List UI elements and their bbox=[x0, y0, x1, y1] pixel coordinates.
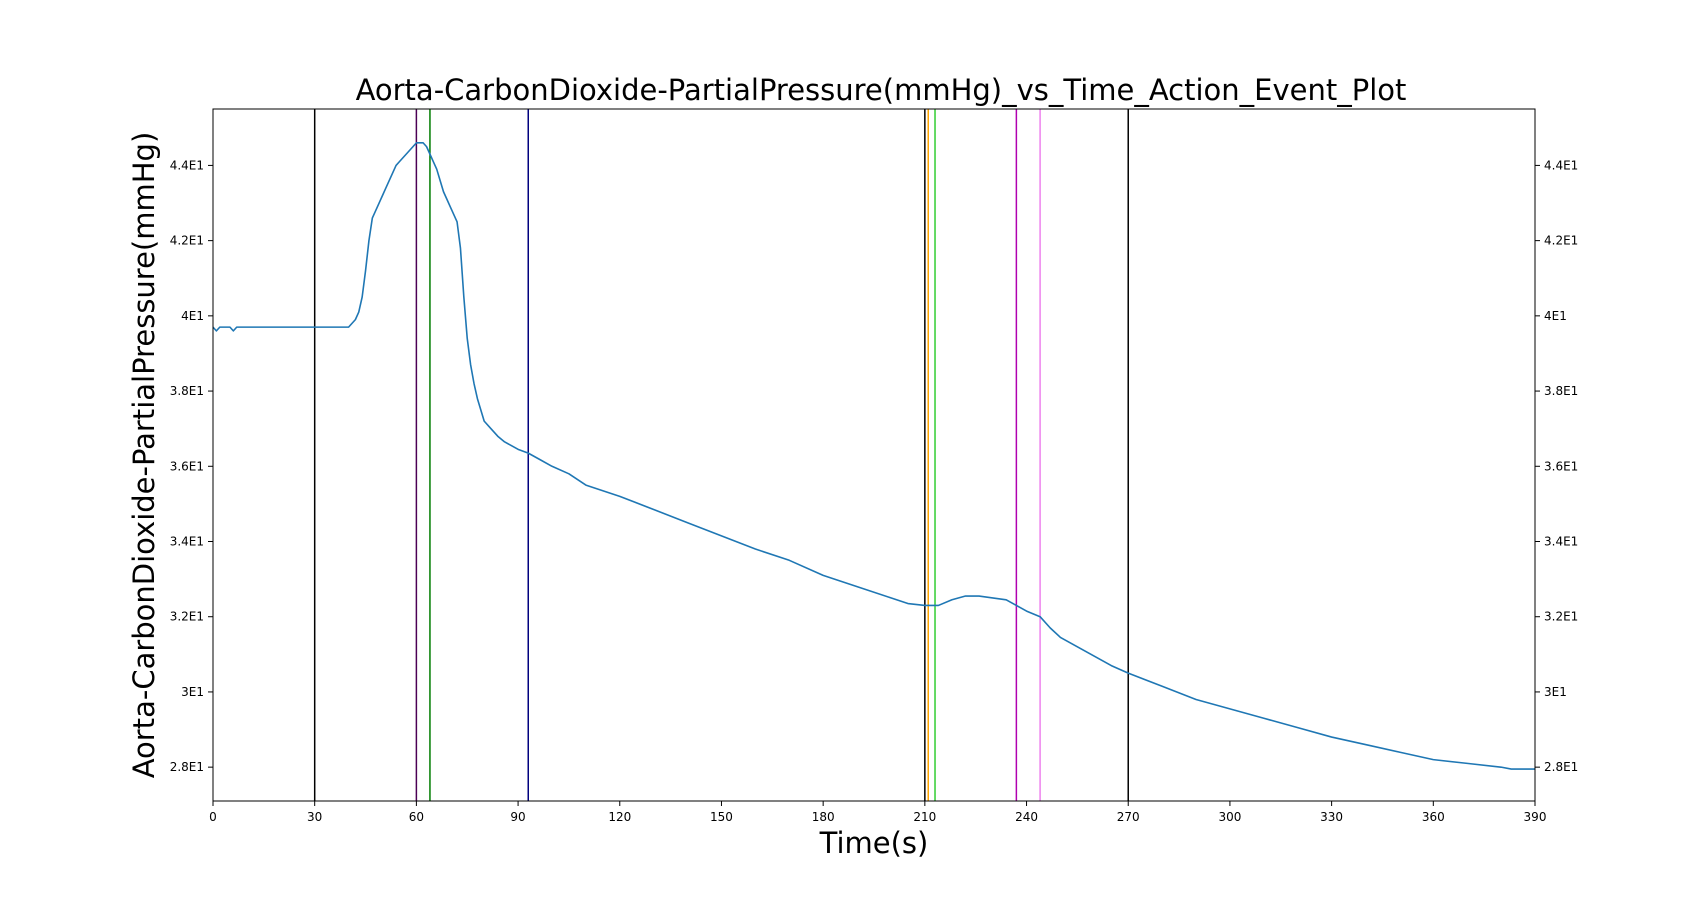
y-tick-label-left: 3.4E1 bbox=[170, 535, 204, 549]
x-tick-label: 360 bbox=[1422, 810, 1445, 824]
y-tick-label-left: 4.2E1 bbox=[170, 234, 204, 248]
x-tick-label: 60 bbox=[409, 810, 424, 824]
x-tick-label: 0 bbox=[209, 810, 217, 824]
x-axis-label: Time(s) bbox=[819, 826, 929, 860]
x-tick-label: 180 bbox=[812, 810, 835, 824]
x-tick-label: 210 bbox=[913, 810, 936, 824]
y-tick-label-right: 3.4E1 bbox=[1544, 535, 1578, 549]
event-lines bbox=[313, 109, 1129, 801]
plot-frame bbox=[212, 108, 1536, 802]
y-tick-label-right: 3.8E1 bbox=[1544, 384, 1578, 398]
chart-title: Aorta-CarbonDioxide-PartialPressure(mmHg… bbox=[356, 73, 1407, 107]
y-tick-label-left: 3E1 bbox=[181, 685, 204, 699]
x-tick-label: 240 bbox=[1015, 810, 1038, 824]
y-tick-label-right: 2.8E1 bbox=[1544, 760, 1578, 774]
y-tick-label-left: 3.6E1 bbox=[170, 459, 204, 473]
x-axis-ticks: 0 30 60 90 120 150 180 210 240 270 300 330 360 390 bbox=[209, 801, 1546, 824]
x-tick-label: 300 bbox=[1218, 810, 1241, 824]
series-line-0 bbox=[212, 142, 1535, 770]
y-axis-label: Aorta-CarbonDioxide-PartialPressure(mmHg… bbox=[127, 132, 161, 779]
x-tick-label: 270 bbox=[1117, 810, 1140, 824]
y-tick-label-left: 3.8E1 bbox=[170, 384, 204, 398]
x-tick-label: 330 bbox=[1320, 810, 1343, 824]
y-tick-label-right: 4.4E1 bbox=[1544, 158, 1578, 172]
series-layer bbox=[212, 142, 1535, 770]
y-tick-label-left: 3.2E1 bbox=[170, 610, 204, 624]
y-tick-label-right: 4.2E1 bbox=[1544, 234, 1578, 248]
y-tick-label-right: 3.2E1 bbox=[1544, 610, 1578, 624]
y-tick-label-left: 4.4E1 bbox=[170, 158, 204, 172]
x-tick-label: 150 bbox=[710, 810, 733, 824]
x-tick-label: 390 bbox=[1524, 810, 1547, 824]
y-tick-label-left: 2.8E1 bbox=[170, 760, 204, 774]
y-tick-label-right: 3.6E1 bbox=[1544, 459, 1578, 473]
y-axis-ticks-right: 2.8E1 3E1 3.2E1 3.4E1 3.6E1 3.8E1 4E1 4.2E1 4.4E… bbox=[1535, 158, 1578, 774]
x-tick-label: 30 bbox=[307, 810, 322, 824]
x-tick-label: 120 bbox=[608, 810, 631, 824]
y-axis-ticks-left: 2.8E1 3E1 3.2E1 3.4E1 3.6E1 3.8E1 4E1 4.2E1 4.4E… bbox=[170, 158, 213, 774]
y-tick-label-right: 3E1 bbox=[1544, 685, 1567, 699]
y-tick-label-right: 4E1 bbox=[1544, 309, 1567, 323]
y-tick-label-left: 4E1 bbox=[181, 309, 204, 323]
x-tick-label: 90 bbox=[510, 810, 525, 824]
